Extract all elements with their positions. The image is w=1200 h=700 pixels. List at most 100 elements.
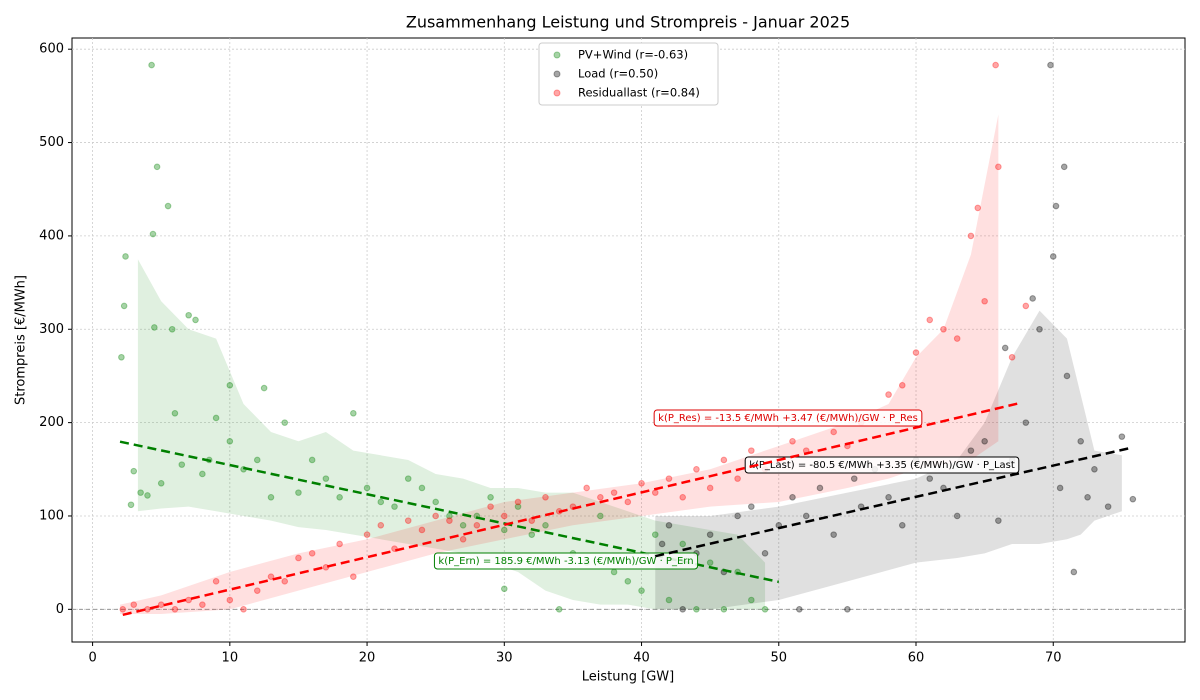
data-point bbox=[761, 550, 769, 557]
data-point bbox=[418, 526, 426, 534]
data-point bbox=[1001, 344, 1009, 352]
legend-box bbox=[538, 42, 719, 106]
data-point bbox=[610, 489, 618, 496]
data-point bbox=[1091, 465, 1098, 473]
data-point bbox=[192, 316, 199, 324]
data-point bbox=[226, 381, 234, 389]
data-point bbox=[120, 302, 128, 310]
data-point bbox=[432, 498, 439, 506]
data-point bbox=[350, 573, 357, 580]
data-point bbox=[308, 550, 316, 557]
data-point bbox=[885, 494, 892, 501]
data-point bbox=[199, 470, 206, 478]
data-point bbox=[992, 61, 999, 69]
trend-annotation: k(P_Res) = -13.5 €/MWh +3.47 (€/MWh)/GW … bbox=[658, 413, 918, 424]
data-point bbox=[1036, 325, 1043, 333]
data-point bbox=[459, 522, 467, 529]
data-point bbox=[1118, 433, 1126, 440]
data-point bbox=[487, 494, 494, 501]
data-point bbox=[260, 384, 268, 392]
data-point bbox=[981, 297, 988, 305]
x-tick-label: 10 bbox=[222, 651, 239, 666]
x-tick-label: 0 bbox=[88, 651, 96, 666]
data-point bbox=[967, 232, 975, 240]
data-point bbox=[157, 479, 165, 487]
data-point bbox=[912, 349, 920, 356]
trend-annotation: k(P_Ern) = 185.9 €/MWh -3.13 (€/MWh)/GW … bbox=[438, 556, 693, 567]
data-point bbox=[148, 61, 155, 69]
data-point bbox=[500, 512, 508, 520]
data-point bbox=[734, 475, 741, 482]
range-band bbox=[120, 114, 999, 614]
annotation-box bbox=[744, 456, 1020, 474]
data-point bbox=[624, 578, 632, 585]
data-point bbox=[885, 391, 892, 398]
data-point bbox=[796, 606, 803, 613]
x-tick-label: 70 bbox=[1045, 651, 1062, 666]
data-point bbox=[322, 475, 330, 482]
data-point bbox=[898, 522, 906, 529]
data-point bbox=[118, 353, 125, 361]
data-point bbox=[137, 489, 144, 496]
data-point bbox=[597, 494, 604, 501]
x-axis-label: Leistung [GW] bbox=[582, 670, 674, 685]
data-point bbox=[1008, 353, 1016, 361]
data-point bbox=[665, 522, 673, 529]
data-point bbox=[761, 606, 769, 613]
data-point bbox=[995, 163, 1002, 171]
data-point bbox=[1029, 295, 1036, 302]
data-point bbox=[1129, 495, 1137, 503]
data-point bbox=[267, 573, 275, 580]
y-axis-label: Strompreis [€/MWh] bbox=[14, 275, 29, 405]
data-point bbox=[459, 536, 467, 543]
data-point bbox=[926, 475, 934, 482]
data-point bbox=[185, 596, 192, 604]
data-point bbox=[514, 498, 522, 506]
data-point bbox=[693, 465, 700, 473]
data-point bbox=[850, 475, 858, 482]
data-point bbox=[706, 484, 714, 492]
data-point bbox=[308, 456, 316, 464]
data-point bbox=[1063, 372, 1071, 380]
data-point bbox=[706, 559, 714, 566]
data-point bbox=[199, 601, 206, 608]
data-point bbox=[446, 517, 453, 524]
data-point bbox=[624, 498, 632, 506]
legend-label: PV+Wind (r=-0.63) bbox=[578, 48, 688, 62]
legend-label: Load (r=0.50) bbox=[578, 67, 658, 81]
data-point bbox=[597, 512, 604, 520]
data-point bbox=[295, 554, 302, 562]
data-point bbox=[693, 606, 700, 613]
data-point bbox=[542, 494, 549, 501]
data-point bbox=[171, 409, 179, 417]
data-point bbox=[995, 517, 1002, 524]
data-point bbox=[583, 484, 590, 492]
data-point bbox=[1104, 503, 1112, 510]
data-point bbox=[363, 531, 371, 538]
data-point bbox=[350, 409, 357, 417]
data-point bbox=[555, 606, 563, 613]
data-point bbox=[267, 494, 275, 501]
data-point bbox=[432, 512, 439, 520]
data-point bbox=[149, 230, 157, 238]
data-point bbox=[658, 540, 666, 548]
data-point bbox=[665, 475, 673, 482]
data-point bbox=[651, 489, 659, 496]
data-point bbox=[253, 587, 261, 594]
data-point bbox=[157, 601, 165, 608]
x-tick-label: 30 bbox=[496, 651, 513, 666]
data-point bbox=[446, 512, 453, 520]
data-point bbox=[281, 578, 289, 585]
data-point bbox=[295, 489, 302, 496]
data-point bbox=[926, 316, 934, 324]
data-point bbox=[212, 578, 220, 585]
data-point bbox=[127, 501, 135, 509]
data-point bbox=[164, 202, 172, 210]
data-point bbox=[144, 606, 151, 613]
data-point bbox=[153, 163, 161, 171]
legend-label: Residuallast (r=0.84) bbox=[578, 86, 700, 100]
data-point bbox=[119, 606, 127, 613]
data-point bbox=[168, 325, 176, 333]
data-point bbox=[151, 324, 158, 331]
